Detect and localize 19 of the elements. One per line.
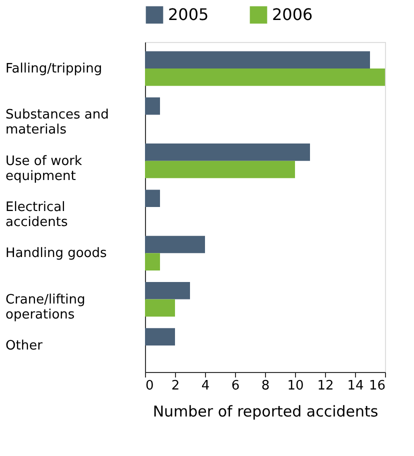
x-tick-label: 6 [231,378,240,394]
x-tick-label: 4 [201,378,210,394]
y-tick-label: Substances and materials [6,108,109,138]
x-tick-label: 0 [146,378,154,394]
y-tick-label: Electrical accidents [6,200,68,230]
legend-label: 2005 [168,4,209,24]
y-tick-label: Use of work equipment [6,154,83,184]
x-tick-label: 2 [171,378,180,394]
y-tick-label: Falling/tripping [6,62,102,77]
y-tick-label: Handling goods [6,246,107,262]
x-tick-label: 8 [261,378,270,394]
y-tick-label: Crane/lifting operations [6,292,86,322]
y-tick-label: Other [6,338,44,354]
legend-label: 2006 [272,4,313,24]
x-tick-label: 12 [317,378,334,394]
x-axis-title: Number of reported accidents [152,402,378,420]
x-tick-label: 10 [287,378,304,394]
x-tick-label: 16 [368,378,386,394]
x-tick-label: 14 [347,378,364,394]
